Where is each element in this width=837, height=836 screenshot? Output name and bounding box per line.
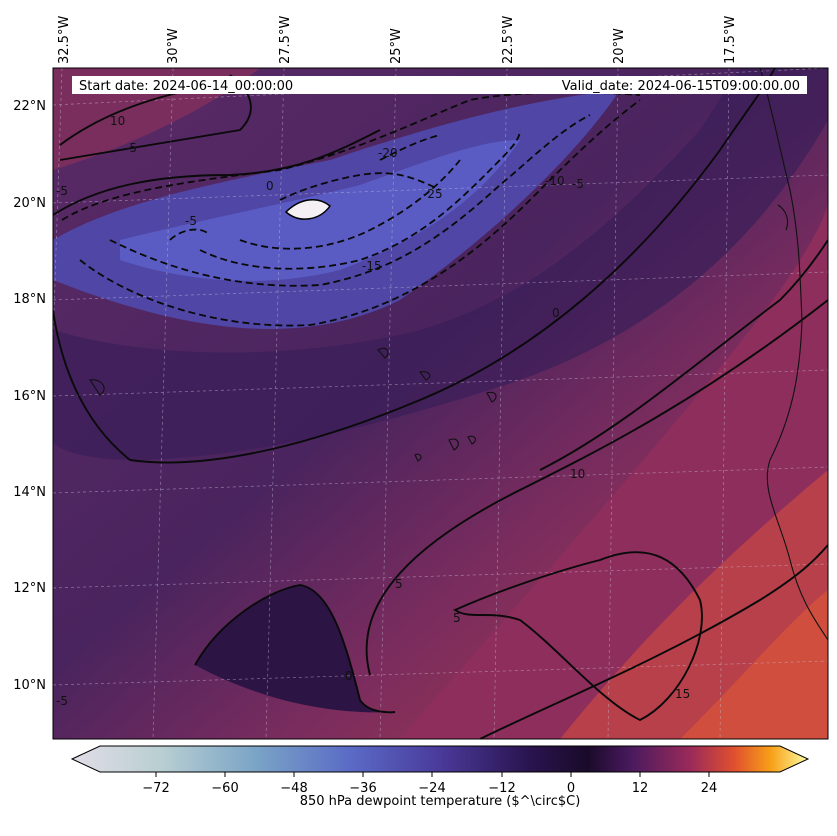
saturated-patch	[284, 199, 332, 220]
contour-0-south	[194, 584, 396, 714]
lon-tick: 27.5°W	[278, 16, 293, 64]
contour-label: -20	[378, 146, 398, 160]
contour-label: 5	[395, 577, 403, 591]
contour-label: 10	[570, 467, 585, 481]
colorbar-ticks: −72 −60 −48 −36 −24 −12 0 12 24	[142, 772, 717, 796]
island	[414, 453, 422, 462]
colorbar-tick-label: 24	[701, 781, 718, 796]
map-panel: Start date: 2024-06-14_00:00:00 Valid_da…	[53, 68, 828, 739]
contour-15	[479, 544, 828, 739]
lon-tick: 32.5°W	[57, 16, 72, 64]
lon-tick: 22.5°W	[501, 16, 516, 64]
colorbar-tick-label: 0	[567, 781, 575, 796]
contour-10	[539, 239, 828, 471]
colorbar-body	[70, 745, 810, 773]
colorbar-label: 850 hPa dewpoint temperature ($^\circ$C)	[300, 794, 581, 809]
colorbar-tick-label: −12	[488, 781, 515, 796]
lon-tick: 30°W	[166, 28, 181, 64]
island	[467, 435, 476, 445]
contour-label: -5	[56, 694, 68, 708]
lat-tick: 10°N	[13, 678, 46, 693]
island	[486, 391, 497, 403]
lat-tick: 12°N	[13, 581, 46, 596]
contour-label: 0	[552, 306, 560, 320]
lon-tick: 17.5°W	[723, 16, 738, 64]
lat-tick: 14°N	[13, 485, 46, 500]
island	[377, 347, 389, 359]
contour-label: 10	[110, 114, 125, 128]
lat-tick: 18°N	[13, 292, 46, 307]
contour-label: -10	[545, 174, 565, 188]
contour-label: 0	[266, 179, 274, 193]
colorbar-tick-label: −36	[349, 781, 376, 796]
colorbar-tick-label: 12	[632, 781, 649, 796]
contour-0-north	[53, 129, 381, 216]
contour-label: 5	[453, 611, 461, 625]
graticule	[53, 68, 828, 739]
valid-date-label: Valid_date: 2024-06-15T09:00:00.00	[562, 79, 800, 94]
header-strip	[72, 76, 807, 94]
lon-tick-labels: 32.5°W 30°W 27.5°W 25°W 22.5°W 20°W 17.5…	[57, 16, 738, 64]
southern-dry-patch	[195, 585, 395, 713]
africa-coast	[759, 68, 828, 641]
colorbar-tick-label: −24	[418, 781, 445, 796]
contour-label: -5	[572, 177, 584, 191]
contour-label: -25	[423, 187, 443, 201]
contour-5-north	[59, 74, 252, 161]
contour-label: -5	[185, 214, 197, 228]
contour-label: -15	[362, 259, 382, 273]
colorbar-tick-label: −72	[142, 781, 169, 796]
lon-tick: 25°W	[389, 28, 404, 64]
coastlines	[89, 68, 828, 641]
coast-segment	[777, 204, 789, 231]
lat-tick: 16°N	[13, 389, 46, 404]
solid-contours	[53, 68, 828, 739]
lat-tick-labels: 22°N 20°N 18°N 16°N 14°N 12°N 10°N	[13, 99, 46, 693]
contour-label: 0	[345, 669, 353, 683]
colorbar-tick-label: −60	[211, 781, 238, 796]
colorbar: −72 −60 −48 −36 −24 −12 0 12 24 850 hPa …	[70, 745, 810, 809]
island	[89, 379, 105, 396]
colorbar-tick-label: −48	[280, 781, 307, 796]
contour-label: -5	[56, 184, 68, 198]
map-frame	[52, 67, 829, 740]
island	[448, 438, 459, 451]
island	[419, 371, 431, 381]
very-moist-core	[680, 590, 828, 739]
lon-tick: 20°W	[612, 28, 627, 64]
contour-label: 15	[675, 687, 690, 701]
contour-label: -5	[125, 141, 137, 155]
start-date-label: Start date: 2024-06-14_00:00:00	[79, 79, 293, 94]
contour-labels: 10 -5 0 -20 -25 -10 -5 -5 -15 0 10 5 5 0…	[56, 114, 690, 708]
contour-5	[365, 299, 828, 676]
lat-tick: 20°N	[13, 196, 46, 211]
dark-dry-zone	[53, 68, 828, 460]
contour-0-main	[53, 68, 776, 464]
contour-5-south	[453, 551, 703, 722]
lat-tick: 22°N	[13, 99, 46, 114]
